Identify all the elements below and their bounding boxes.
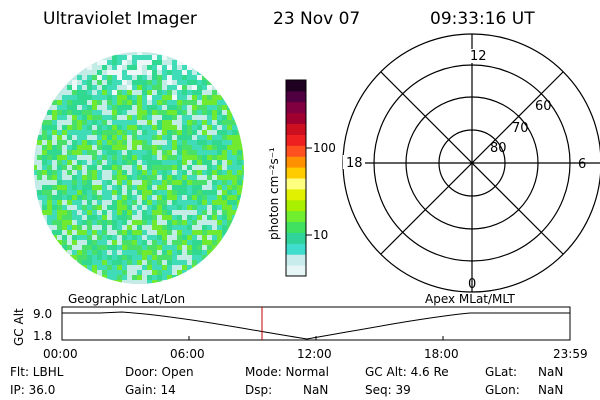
colorbar-cell [286,101,306,114]
colorbar-cell [286,112,306,125]
ip-status: IP: 36.0 [10,383,56,397]
time-tick-0600: 06:00 [170,347,205,361]
mlt-label-0: 0 [468,277,476,292]
time-tick-0000: 00:00 [43,347,78,361]
colorbar-tick-10: 10 [313,228,328,242]
colorbar-unit-label: photon cm⁻²s⁻¹ [267,147,281,240]
glon-value: NaN [538,383,564,397]
mlt-label-18: 18 [346,156,363,171]
colorbar-cell [286,178,306,190]
colorbar-cell [286,254,306,266]
mlat-label-70: 70 [512,121,529,136]
alt-tick-1-8: 1.8 [33,329,52,343]
colorbar-cell [286,210,306,223]
colorbar-cell [286,188,306,201]
colorbar-cell [286,265,306,277]
colorbar-cell [286,90,306,103]
time-tick-1800: 18:00 [424,347,459,361]
time-tick-2359: 23:59 [553,347,588,361]
apex-mlat-mlt-title: Apex MLat/MLT [425,292,515,306]
geographic-lat-lon-title: Geographic Lat/Lon [68,292,186,306]
glon-label: GLon: [485,383,520,397]
mlt-label-6: 6 [578,157,586,172]
colorbar-cell [286,156,306,168]
colorbar-cell [286,145,306,157]
gc-alt-axis-label: GC Alt [12,308,26,346]
colorbar-cell [286,123,306,135]
glat-label: GLat: [485,365,518,379]
alt-tick-9: 9.0 [33,307,52,321]
time-label: 09:33:16 UT [430,9,535,29]
colorbar-cell [286,80,306,92]
colorbar-cell [286,199,306,212]
colorbar-cell [286,243,306,255]
colorbar-tick-100: 100 [313,141,336,155]
dsp-value: NaN [303,383,329,397]
colorbar-cell [286,232,306,244]
glat-value: NaN [538,365,564,379]
instrument-title: Ultraviolet Imager [43,9,197,29]
mlat-label-80: 80 [490,141,507,156]
seq-status: Seq: 39 [365,383,411,397]
door-status: Door: Open [125,365,194,379]
colorbar-cell [286,221,306,233]
mode-status: Mode: Normal [245,365,329,379]
dsp-label: Dsp: [245,383,273,397]
gain-status: Gain: 14 [125,383,176,397]
colorbar-cell [286,134,306,146]
gc-alt-status: GC Alt: 4.6 Re [365,365,449,379]
mlt-label-12: 12 [470,49,487,64]
colorbar-cell [286,167,306,179]
filter-status: Flt: LBHL [10,365,64,379]
date-label: 23 Nov 07 [273,9,361,29]
mlat-label-60: 60 [535,99,552,114]
time-tick-1200: 12:00 [297,347,332,361]
